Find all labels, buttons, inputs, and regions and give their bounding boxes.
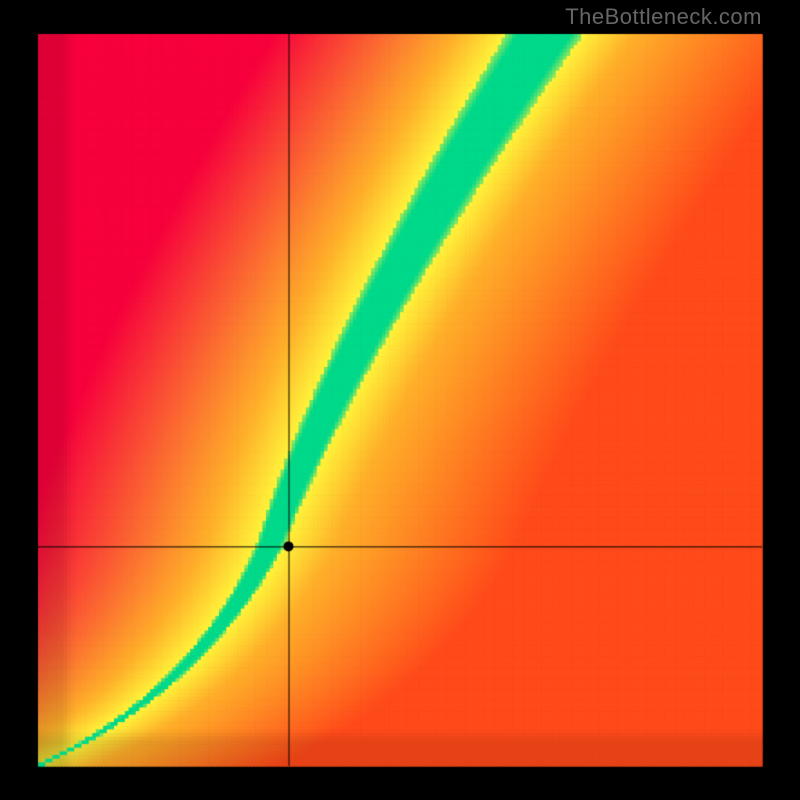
heatmap-canvas [0,0,800,800]
chart-stage: TheBottleneck.com [0,0,800,800]
watermark-text: TheBottleneck.com [565,4,762,30]
